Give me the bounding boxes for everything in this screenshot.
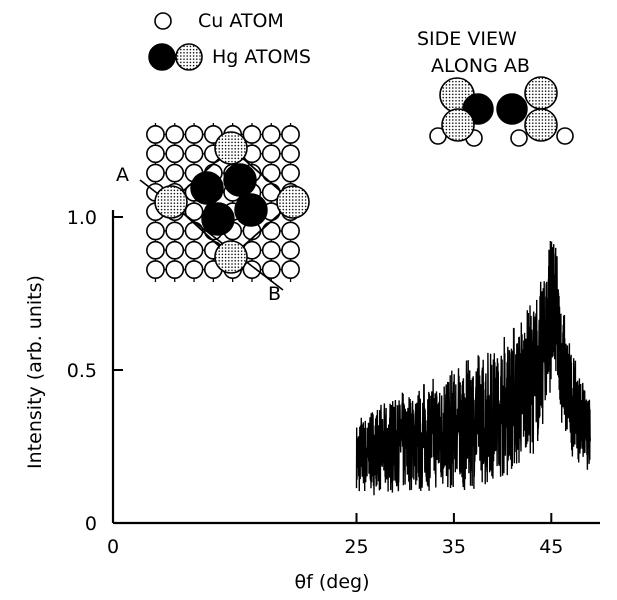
- hg-atom-stippled-icon: [154, 185, 188, 219]
- cu-atom-icon: [261, 240, 281, 260]
- cu-atom-icon: [261, 260, 281, 279]
- cu-atom-icon: [184, 260, 204, 279]
- hg-atom-stippled-icon: [276, 185, 310, 219]
- cu-atom-icon: [146, 163, 165, 183]
- cu-atom-icon: [242, 125, 262, 144]
- hg-legend-label: Hg ATOMS: [212, 46, 311, 68]
- point-b-label: B: [268, 283, 281, 305]
- side-view-diagram: [429, 76, 574, 147]
- hg-atom-stippled-icon: [524, 76, 558, 110]
- hg-atom-dark-icon: [201, 202, 235, 236]
- legend: Cu ATOM Hg ATOMS: [148, 10, 311, 71]
- hg-atom-dark-legend-icon: [148, 43, 176, 71]
- cu-atom-icon: [556, 127, 574, 145]
- y-axis-label: Intensity (arb. units): [24, 275, 46, 469]
- cu-atom-icon: [261, 144, 281, 164]
- y-tick-label-0: 0: [85, 513, 97, 535]
- cu-atom-icon: [261, 125, 281, 144]
- top-view-lattice: [139, 123, 310, 291]
- cu-atom-icon: [146, 221, 165, 241]
- cu-atom-icon: [146, 240, 165, 260]
- cu-atom-icon: [510, 129, 528, 147]
- cu-atom-icon: [165, 240, 185, 260]
- x-tick-label-25: 25: [344, 536, 368, 558]
- side-view-title-line2: ALONG AB: [431, 55, 530, 77]
- cu-atom-icon: [281, 125, 300, 144]
- hg-atom-stippled-icon: [524, 108, 558, 142]
- cu-atom-icon: [184, 202, 204, 222]
- hg-atom-stippled-icon: [214, 240, 248, 274]
- side-view-title-line1: SIDE VIEW: [417, 28, 517, 50]
- cu-atom-icon: [165, 144, 185, 164]
- cu-atom-icon: [281, 221, 300, 241]
- cu-atom-legend-icon: [154, 12, 172, 30]
- cu-atom-icon: [281, 163, 300, 183]
- cu-atom-icon: [165, 125, 185, 144]
- cu-atom-icon: [261, 163, 281, 183]
- point-a-label: A: [116, 164, 129, 186]
- hg-atom-dark-icon: [496, 93, 528, 125]
- hg-atom-dark-icon: [223, 163, 257, 197]
- cu-atom-icon: [242, 260, 262, 279]
- cu-atom-icon: [146, 260, 165, 279]
- hg-atom-stippled-icon: [214, 131, 248, 165]
- intensity-series-line: [355, 240, 591, 496]
- cu-atom-icon: [184, 125, 204, 144]
- cu-atom-icon: [281, 260, 300, 279]
- y-tick-label-1.0: 1.0: [67, 207, 97, 229]
- hg-atom-dark-icon: [234, 193, 268, 227]
- axis-ticks: 0 25 35 45 0 0.5 1.0: [67, 207, 564, 558]
- cu-atom-icon: [165, 221, 185, 241]
- x-tick-label-0: 0: [107, 536, 119, 558]
- x-tick-label-45: 45: [539, 536, 563, 558]
- x-tick-label-35: 35: [442, 536, 466, 558]
- hg-atom-dark-icon: [190, 171, 224, 205]
- x-axis-label: θf (deg): [295, 571, 370, 593]
- cu-atom-icon: [184, 240, 204, 260]
- cu-atom-icon: [281, 240, 300, 260]
- hg-atom-stippled-legend-icon: [175, 43, 203, 71]
- cu-atom-icon: [261, 221, 281, 241]
- cu-legend-label: Cu ATOM: [198, 10, 284, 32]
- cu-atom-icon: [146, 144, 165, 164]
- cu-atom-icon: [281, 144, 300, 164]
- y-tick-label-0.5: 0.5: [67, 360, 97, 382]
- cu-atom-icon: [165, 260, 185, 279]
- cu-atom-icon: [184, 221, 204, 241]
- cu-atom-icon: [165, 163, 185, 183]
- cu-atom-icon: [146, 125, 165, 144]
- cu-atom-icon: [184, 144, 204, 164]
- hg-atom-stippled-icon: [441, 108, 475, 142]
